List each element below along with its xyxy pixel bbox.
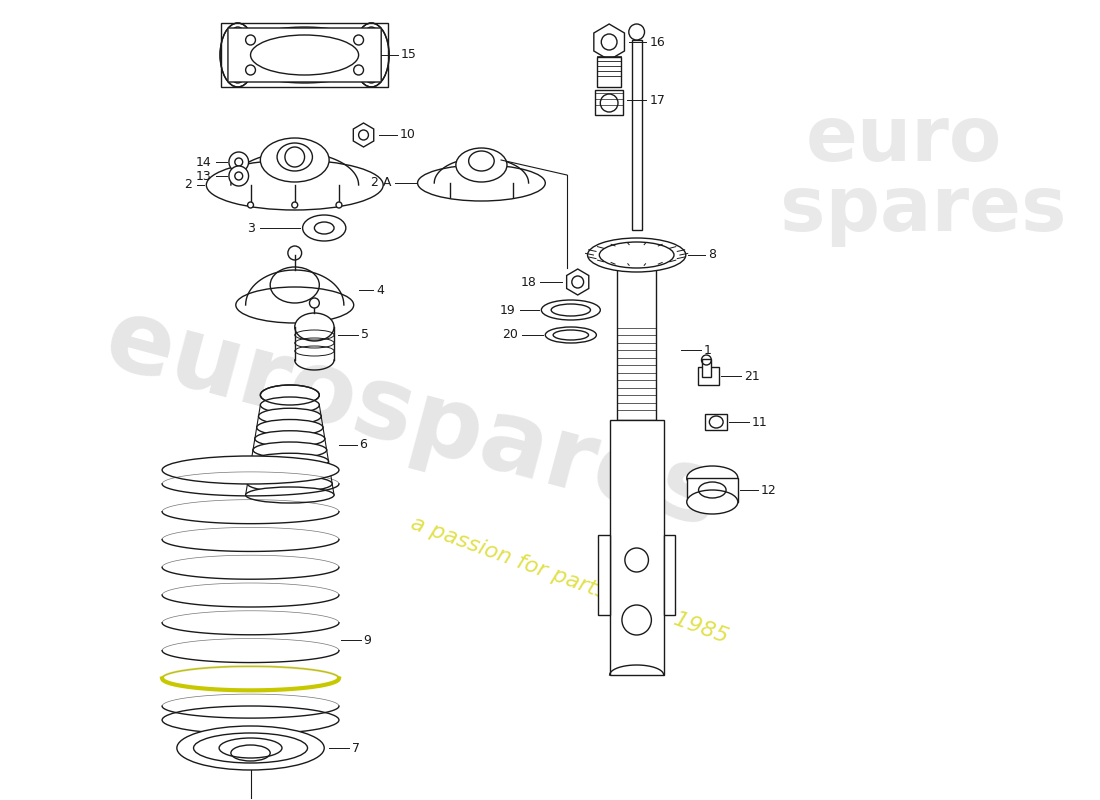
- Ellipse shape: [455, 148, 507, 182]
- Ellipse shape: [253, 442, 327, 458]
- Ellipse shape: [177, 726, 324, 770]
- Text: 19: 19: [500, 303, 516, 317]
- Bar: [221, 23, 388, 87]
- Polygon shape: [594, 24, 625, 60]
- Bar: [697, 367, 719, 385]
- Ellipse shape: [250, 465, 330, 481]
- Bar: [595, 90, 623, 115]
- Text: 12: 12: [760, 483, 777, 497]
- Ellipse shape: [261, 397, 319, 413]
- Ellipse shape: [629, 24, 645, 40]
- Ellipse shape: [546, 327, 596, 343]
- Polygon shape: [353, 123, 374, 147]
- Text: 6: 6: [360, 438, 367, 451]
- Polygon shape: [566, 269, 588, 295]
- Text: 21: 21: [744, 370, 759, 382]
- Ellipse shape: [251, 35, 359, 75]
- Ellipse shape: [248, 476, 332, 492]
- Text: 2 A: 2 A: [371, 177, 390, 190]
- Ellipse shape: [295, 313, 334, 341]
- Circle shape: [229, 152, 249, 172]
- Text: spares: spares: [780, 173, 1067, 247]
- Ellipse shape: [235, 287, 354, 323]
- Ellipse shape: [541, 300, 601, 320]
- Text: eurospares: eurospares: [95, 291, 730, 549]
- Circle shape: [229, 166, 249, 186]
- Ellipse shape: [600, 242, 674, 268]
- Text: 18: 18: [520, 275, 537, 289]
- Ellipse shape: [251, 454, 329, 470]
- Bar: [234, 36, 375, 74]
- Bar: [598, 535, 609, 615]
- Text: 1: 1: [704, 343, 712, 357]
- Ellipse shape: [207, 160, 383, 210]
- Bar: [686, 478, 738, 502]
- Text: 2: 2: [184, 178, 191, 191]
- Text: 3: 3: [248, 222, 255, 234]
- Ellipse shape: [256, 419, 323, 435]
- Text: 9: 9: [363, 634, 372, 646]
- Ellipse shape: [418, 165, 546, 201]
- Circle shape: [248, 202, 253, 208]
- Text: 15: 15: [400, 49, 417, 62]
- Circle shape: [336, 202, 342, 208]
- Ellipse shape: [258, 408, 321, 424]
- Circle shape: [625, 548, 649, 572]
- Ellipse shape: [261, 385, 319, 405]
- Bar: [702, 359, 712, 377]
- Ellipse shape: [686, 490, 738, 514]
- Bar: [609, 420, 663, 675]
- Ellipse shape: [261, 138, 329, 182]
- Text: 16: 16: [649, 35, 666, 49]
- Ellipse shape: [245, 487, 334, 503]
- Ellipse shape: [219, 738, 282, 758]
- Bar: [631, 40, 641, 230]
- Bar: [597, 57, 620, 87]
- Ellipse shape: [194, 733, 308, 763]
- Circle shape: [309, 298, 319, 308]
- Ellipse shape: [686, 466, 738, 490]
- Ellipse shape: [255, 430, 324, 446]
- Text: 10: 10: [400, 129, 416, 142]
- Circle shape: [292, 202, 298, 208]
- Text: 7: 7: [352, 742, 360, 754]
- Bar: [617, 255, 657, 420]
- Bar: [663, 535, 675, 615]
- Text: a passion for parts since 1985: a passion for parts since 1985: [408, 513, 732, 647]
- Text: 4: 4: [376, 283, 384, 297]
- Ellipse shape: [162, 456, 339, 484]
- Text: 5: 5: [361, 329, 368, 342]
- Ellipse shape: [162, 706, 339, 734]
- Text: 14: 14: [196, 155, 211, 169]
- Text: 11: 11: [751, 415, 768, 429]
- Ellipse shape: [302, 215, 345, 241]
- Text: 8: 8: [708, 249, 716, 262]
- Circle shape: [621, 605, 651, 635]
- Text: euro: euro: [805, 103, 1002, 177]
- FancyBboxPatch shape: [228, 28, 382, 82]
- Bar: [705, 414, 727, 430]
- Text: 13: 13: [196, 170, 211, 182]
- Text: 20: 20: [502, 329, 518, 342]
- Ellipse shape: [587, 238, 685, 272]
- Text: 17: 17: [649, 94, 666, 106]
